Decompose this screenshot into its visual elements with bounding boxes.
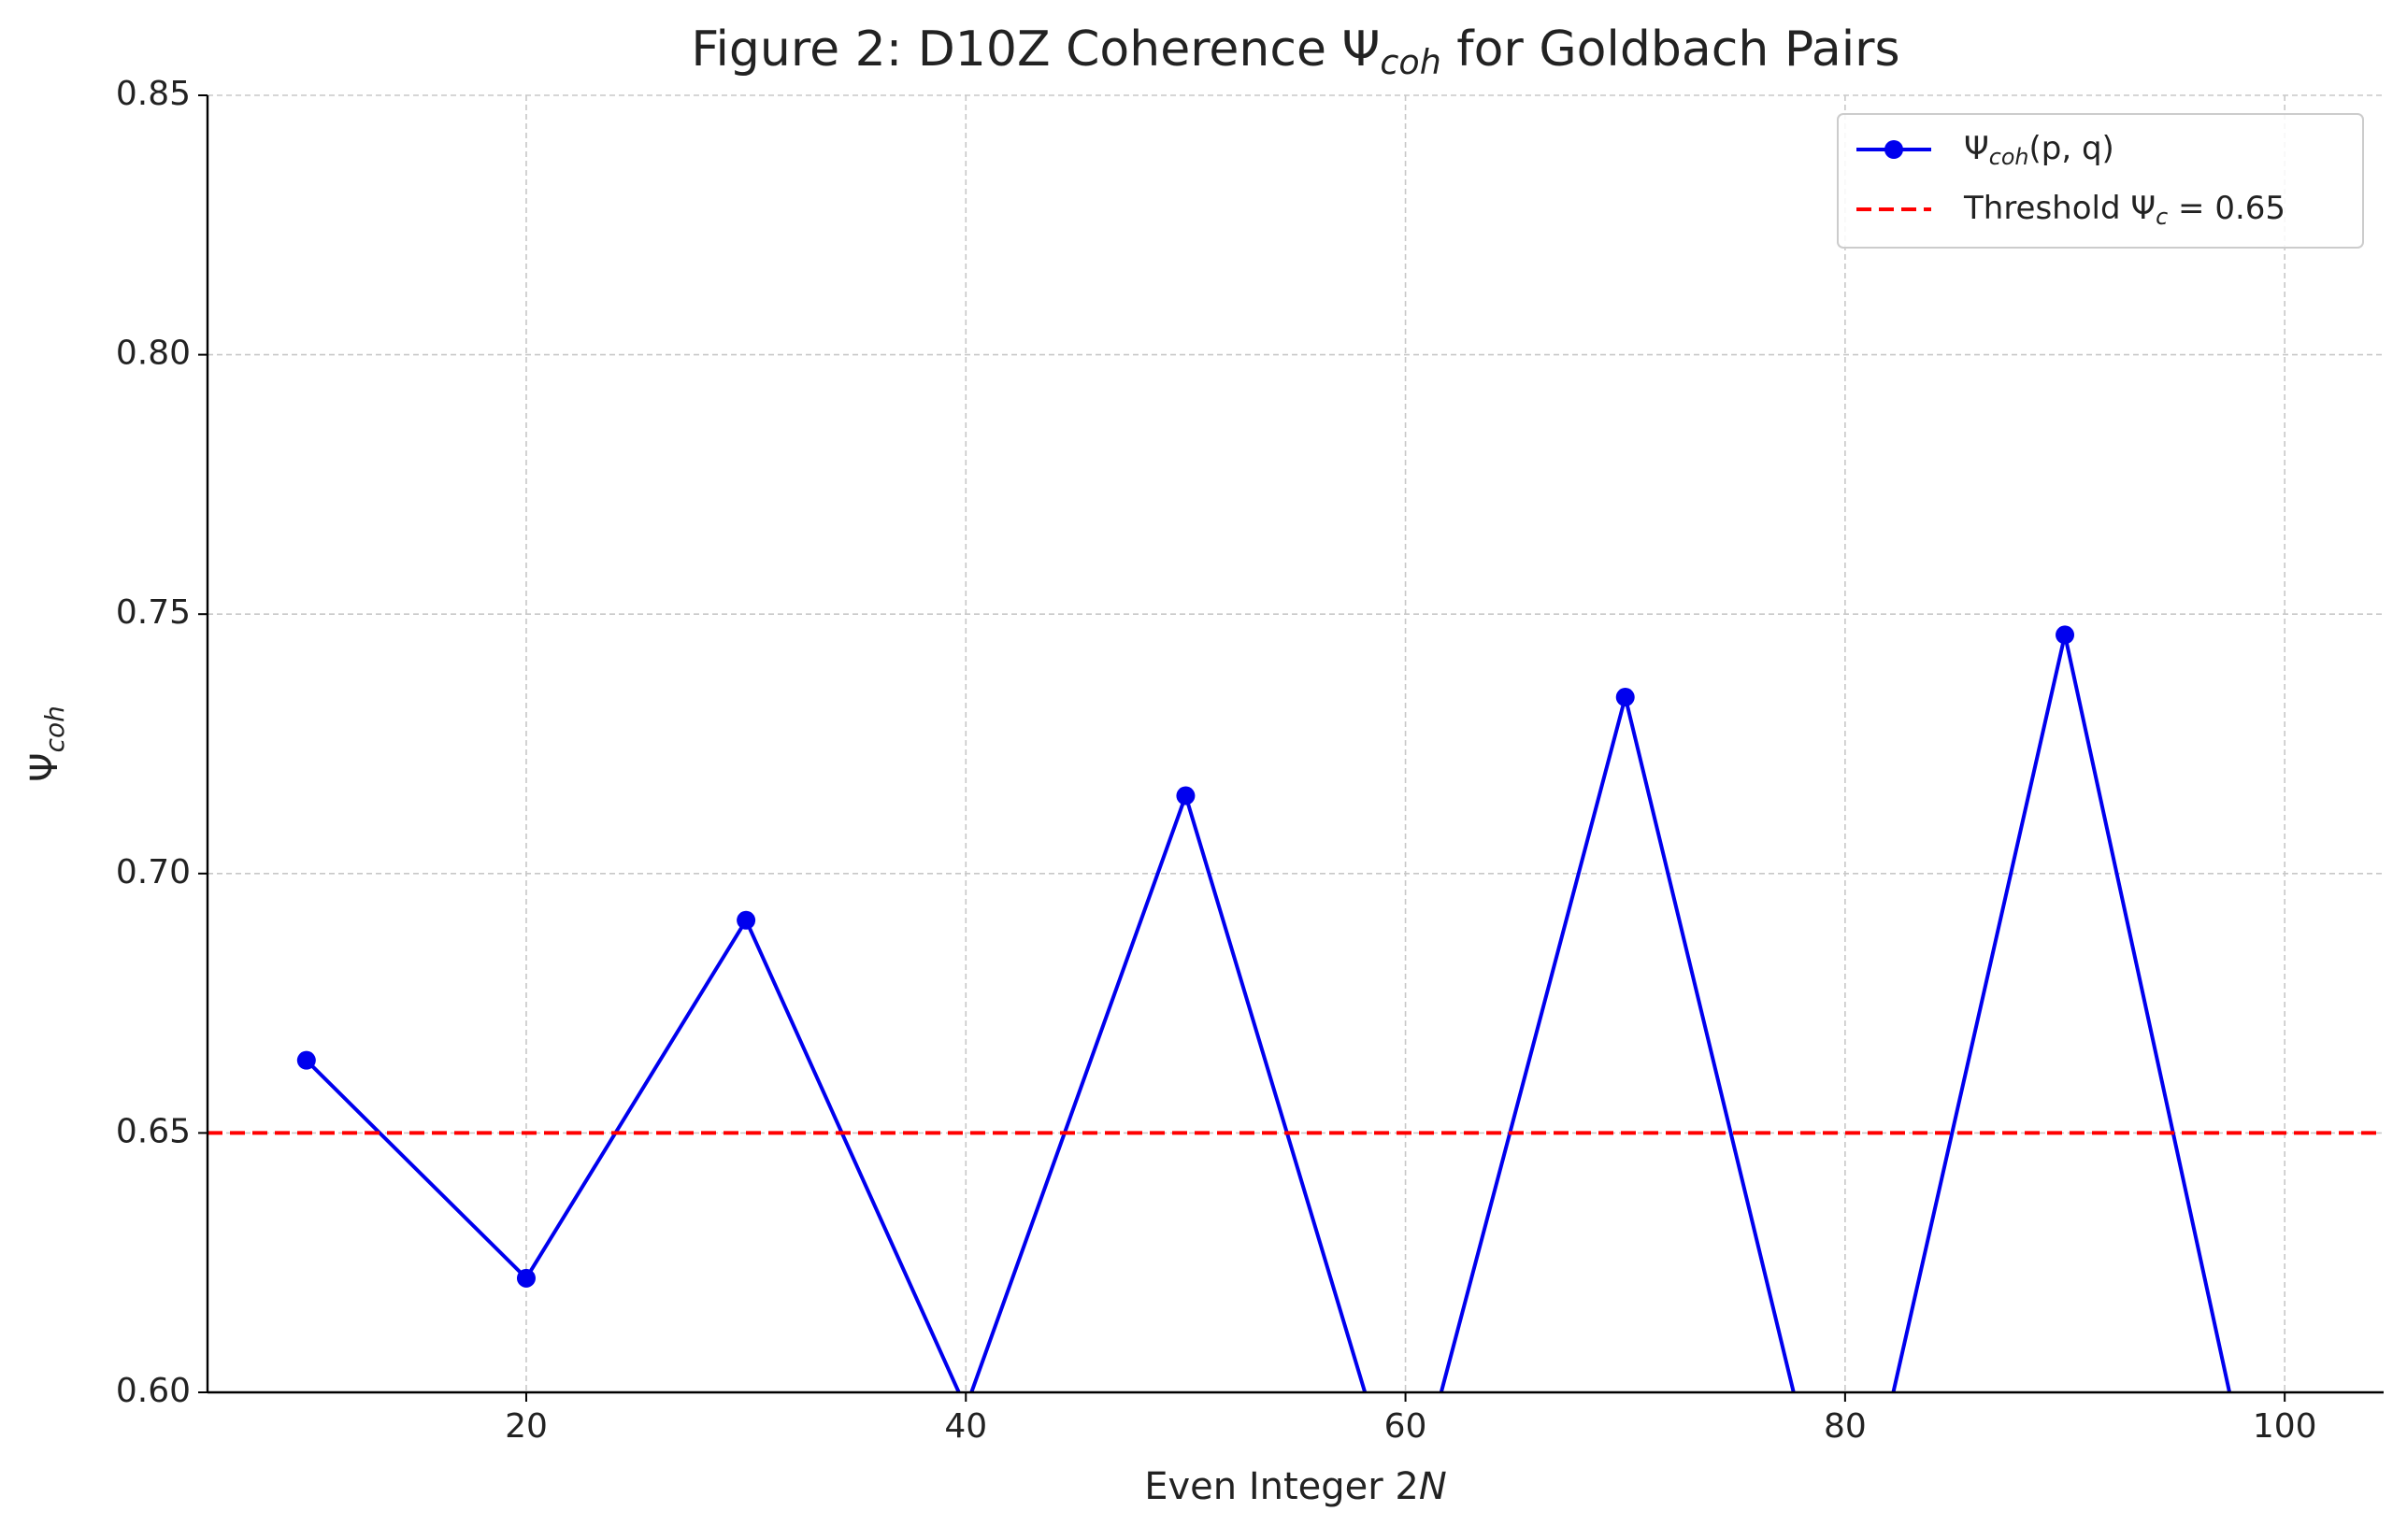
grid (208, 94, 2384, 1393)
x-tick-label: 40 (944, 1407, 987, 1446)
y-tick-label: 0.85 (116, 75, 191, 113)
legend-label-part: = 0.65 (2168, 190, 2285, 227)
title-part: coh (1380, 42, 1440, 82)
y-tick-label: 0.70 (116, 853, 191, 891)
x-axis-label: Even Integer 2N (1144, 1465, 1447, 1508)
y-axis-label: Ψcoh (23, 706, 70, 782)
point (2056, 625, 2075, 645)
chart-title: Figure 2: D10Z Coherence Ψcoh for Goldba… (691, 21, 1899, 82)
plot-area (208, 625, 2384, 1536)
label-part: Ψ (23, 752, 66, 781)
label-part: N (1419, 1465, 1447, 1508)
legend-swatch (1884, 140, 1903, 159)
legend-label-part: Threshold Ψ (1963, 190, 2156, 227)
legend-label: Ψcoh(p, q) (1964, 130, 2114, 170)
legend-label-part: coh (1989, 144, 2029, 170)
x-tick-label: 60 (1384, 1407, 1427, 1446)
label-part: Even Integer 2 (1144, 1465, 1419, 1508)
axes: 0.60 0.65 0.70 0.75 0.80 0.85 20 40 60 80 100 (116, 75, 2384, 1446)
x-tick-label: 80 (1824, 1407, 1867, 1446)
point (1176, 786, 1196, 806)
label-part: coh (39, 706, 70, 752)
series-line (305, 634, 2232, 1392)
point (1615, 688, 1635, 707)
legend: Ψcoh(p, q) Threshold Ψc = 0.65 (1837, 113, 2364, 249)
point (737, 910, 756, 930)
point (296, 1050, 316, 1070)
y-tick-label: 0.80 (116, 335, 191, 373)
title-part: Figure 2: D10Z Coherence Ψ (691, 21, 1380, 78)
point (1397, 1518, 1415, 1536)
y-tick-label: 0.60 (116, 1372, 191, 1410)
point (516, 1268, 536, 1288)
legend-label: Threshold Ψc = 0.65 (1963, 190, 2285, 230)
x-tick-label: 20 (505, 1407, 548, 1446)
legend-label-part: c (2156, 204, 2168, 230)
title-part: for Goldbach Pairs (1441, 21, 1900, 78)
legend-label-part: (p, q) (2029, 130, 2114, 167)
legend-label-part: Ψ (1964, 130, 1989, 167)
y-tick-label: 0.75 (116, 593, 191, 632)
x-tick-label: 100 (2253, 1407, 2317, 1446)
y-tick-label: 0.65 (116, 1112, 191, 1150)
legend-box (1837, 113, 2364, 249)
